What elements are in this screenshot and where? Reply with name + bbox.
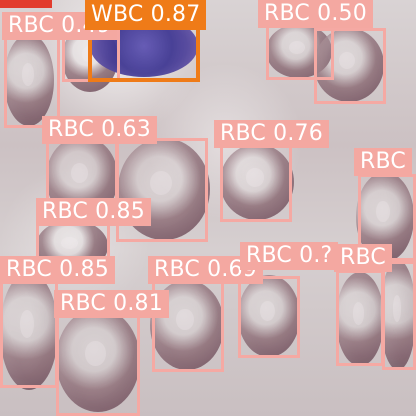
cell-top-left: [4, 34, 54, 126]
label-10-text: RBC: [360, 149, 406, 174]
label-8: RBC 0.81: [54, 290, 169, 318]
label-6-text: RBC: [6, 257, 52, 282]
label-7-text: RBC: [154, 257, 200, 282]
top-left-red-marker: [0, 0, 52, 8]
label-9: RBC 0.?: [240, 242, 339, 270]
label-wbc: WBC 0.87: [85, 0, 207, 30]
label-5-score: 0.85: [95, 199, 145, 224]
cell-center: [220, 144, 294, 220]
cell-top-right-b: [314, 28, 384, 102]
label-5: RBC 0.85: [36, 198, 151, 226]
label-2-score: 0.50: [317, 1, 367, 26]
label-wbc-score: 0.87: [150, 2, 201, 27]
label-3-score: 0.63: [101, 117, 151, 142]
label-4: RBC 0.76: [214, 120, 329, 148]
label-1-text: RBC: [8, 13, 54, 38]
cell-lower-center-right: [238, 275, 300, 357]
label-8-text: RBC: [60, 291, 106, 316]
cell-lower-center-left: [56, 308, 140, 412]
label-2: RBC 0.50: [258, 0, 373, 28]
label-11-text: RBC: [340, 245, 386, 270]
label-9-score: 0.?: [299, 243, 333, 268]
label-2-text: RBC: [264, 1, 310, 26]
label-6-score: 0.85: [59, 257, 109, 282]
cell-lower-right-a: [336, 272, 384, 366]
label-3-text: RBC: [48, 117, 94, 142]
label-10: RBC: [354, 148, 412, 176]
cell-lower-right-b: [380, 260, 416, 370]
label-wbc-text: WBC: [91, 2, 144, 27]
label-8-score: 0.81: [113, 291, 163, 316]
label-4-score: 0.76: [273, 121, 323, 146]
label-4-text: RBC: [220, 121, 266, 146]
label-3: RBC 0.63: [42, 116, 157, 144]
label-11: RBC: [334, 244, 392, 272]
cell-lower-left: [0, 272, 58, 390]
label-6: RBC 0.85: [0, 256, 115, 284]
label-9-text: RBC: [246, 243, 292, 268]
label-5-text: RBC: [42, 199, 88, 224]
